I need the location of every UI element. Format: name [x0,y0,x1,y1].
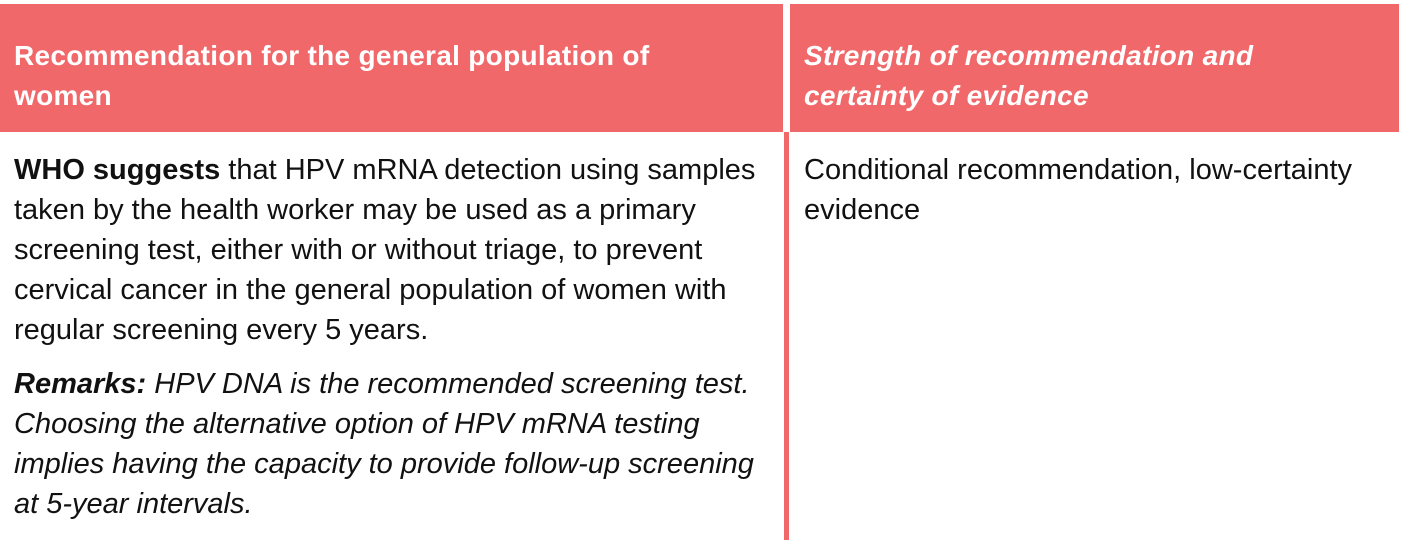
header-strength: Strength of recommendation and certainty… [790,4,1399,132]
remarks: Remarks: HPV DNA is the recommended scre… [14,364,774,524]
strength-text: Conditional recommendation, low-certaint… [804,154,1353,226]
header-recommendation-label: Recommendation for the general populatio… [14,40,650,111]
remarks-text: HPV DNA is the recommended screening tes… [14,368,754,520]
recommendation-text: that HPV mRNA detection using samples ta… [14,154,756,346]
remarks-label: Remarks: [14,368,147,400]
header-strength-label: Strength of recommendation and certainty… [804,40,1254,111]
recommendation-cell: WHO suggests that HPV mRNA detection usi… [14,150,774,524]
header-recommendation: Recommendation for the general populatio… [0,4,783,132]
recommendation-statement: WHO suggests that HPV mRNA detection usi… [14,150,774,350]
recommendation-lead: WHO suggests [14,154,221,186]
column-divider [784,132,789,540]
strength-cell: Conditional recommendation, low-certaint… [804,150,1364,230]
